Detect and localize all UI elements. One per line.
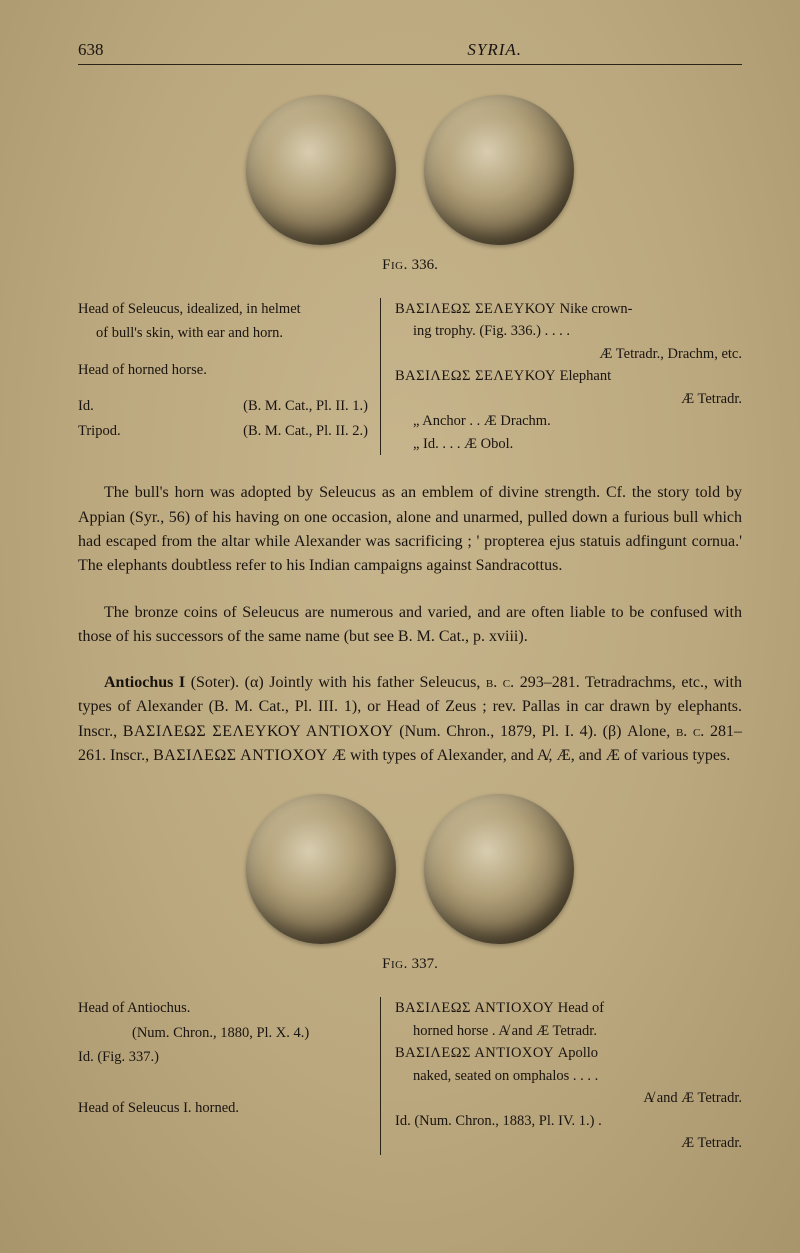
fig-336-entries: Head of Seleucus, idealized, in helmet o… [78,298,742,455]
entry-name: Antiochus I [104,674,185,691]
entry-text: A̸ and Æ Tetradr. [395,1087,742,1109]
body-paragraph: The bull's horn was adopted by Seleucus … [78,481,742,578]
entries-left-col: Head of Antiochus. (Num. Chron., 1880, P… [78,997,381,1154]
book-title: SYRIA. [467,40,522,60]
entries-left-col: Head of Seleucus, idealized, in helmet o… [78,298,381,455]
entry-text: Head of Seleucus, idealized, in helmet [78,298,368,320]
entry-text: (Num. Chron., 1879, Pl. I. 4). (β) Alone… [394,723,676,740]
coin-obverse-icon: coin obverse [246,95,396,245]
entry-text: Æ Tetradr. [395,388,742,410]
entry-text: „ Id. . . . Æ Obol. [395,433,742,455]
inscription: ΒΑΣΙΛΕΩΣ ΣΕΛΕΥΚΟΥ ΑΝΤΙΟΧΟΥ [123,723,394,740]
inscription: ΒΑΣΙΛΕΩΣ ΑΝΤΙΟΧΟΥ [395,1045,554,1061]
entry-text: Head of horned horse. [78,359,368,381]
entry-row: ΒΑΣΙΛΕΩΣ ΣΕΛΕΥΚΟΥ Elephant [395,365,742,387]
antiochus-heading: Antiochus I (Soter). (α) Jointly with hi… [78,671,742,768]
entry-text: Apollo [554,1045,598,1061]
entries-right-col: ΒΑΣΙΛΕΩΣ ΣΕΛΕΥΚΟΥ Nike crown- ing trophy… [381,298,742,455]
entry-text: Æ Tetradr. [395,1132,742,1154]
entry-text: of bull's skin, with ear and horn. [78,322,368,344]
entry-text: Head of [554,1000,604,1016]
entry-text: Id. (Num. Chron., 1883, Pl. IV. 1.) . [395,1110,742,1132]
entry-text: horned horse . A̸ and Æ Tetradr. [395,1020,742,1042]
entry-text: (B. M. Cat., Pl. II. 2.) [243,420,368,442]
inscription: ΒΑΣΙΛΕΩΣ ΣΕΛΕΥΚΟΥ [395,368,556,384]
entry-text: Æ with types of Alexander, and A̸, Æ, an… [328,747,730,764]
entry-text: ing trophy. (Fig. 336.) . . . . [395,320,742,342]
running-head: 638 SYRIA. [78,40,742,65]
entry-text: Tripod. [78,420,121,442]
entry-text: „ Anchor . . Æ Drachm. [395,410,742,432]
entry-row: ΒΑΣΙΛΕΩΣ ΣΕΛΕΥΚΟΥ Nike crown- [395,298,742,320]
inscription: ΒΑΣΙΛΕΩΣ ΑΝΤΙΟΧΟΥ [395,1000,554,1016]
fig-336-coins: coin obverse coin reverse [78,95,742,245]
fig-337-caption: Fig. 337. [78,956,742,973]
coin-obverse-icon [246,794,396,944]
entry-text: naked, seated on omphalos . . . . [395,1065,742,1087]
fig-337-entries: Head of Antiochus. (Num. Chron., 1880, P… [78,997,742,1154]
fig-336-caption: Fig. 336. [78,257,742,274]
entry-text: (Num. Chron., 1880, Pl. X. 4.) [78,1022,368,1044]
entry-text: (Soter). (α) Jointly with his father Sel… [185,674,486,691]
entry-text: Æ Tetradr., Drachm, etc. [395,343,742,365]
body-paragraph: The bronze coins of Seleucus are numerou… [78,601,742,650]
entry-row: Id. (B. M. Cat., Pl. II. 1.) [78,395,368,417]
entry-row: ΒΑΣΙΛΕΩΣ ΑΝΤΙΟΧΟΥ Apollo [395,1042,742,1064]
inscription: ΒΑΣΙΛΕΩΣ ΣΕΛΕΥΚΟΥ [395,301,556,317]
entry-text: (B. M. Cat., Pl. II. 1.) [243,395,368,417]
entries-right-col: ΒΑΣΙΛΕΩΣ ΑΝΤΙΟΧΟΥ Head of horned horse .… [381,997,742,1154]
coin-reverse-icon [424,794,574,944]
entry-text: Elephant [556,368,611,384]
entry-text: Head of Seleucus I. horned. [78,1097,368,1119]
entry-row: Tripod. (B. M. Cat., Pl. II. 2.) [78,420,368,442]
fig-label: Fig. [382,956,408,972]
inscription: ΒΑΣΙΛΕΩΣ ΑΝΤΙΟΧΟΥ [153,747,328,764]
entry-row: ΒΑΣΙΛΕΩΣ ΑΝΤΙΟΧΟΥ Head of [395,997,742,1019]
page-number: 638 [78,40,104,60]
entry-text: Nike crown- [556,301,633,317]
era-abbr: b. c. [486,674,514,691]
entry-text: Id. [78,395,94,417]
fig-337-coins [78,794,742,944]
era-abbr: b. c. [676,723,704,740]
scanned-page: 638 SYRIA. coin obverse coin reverse Fig… [0,0,800,1253]
coin-reverse-icon: coin reverse [424,95,574,245]
fig-number: 336. [412,257,438,273]
fig-label: Fig. [382,257,408,273]
entry-text: Id. (Fig. 337.) [78,1046,368,1068]
fig-number: 337. [412,956,438,972]
entry-text: Head of Antiochus. [78,997,368,1019]
